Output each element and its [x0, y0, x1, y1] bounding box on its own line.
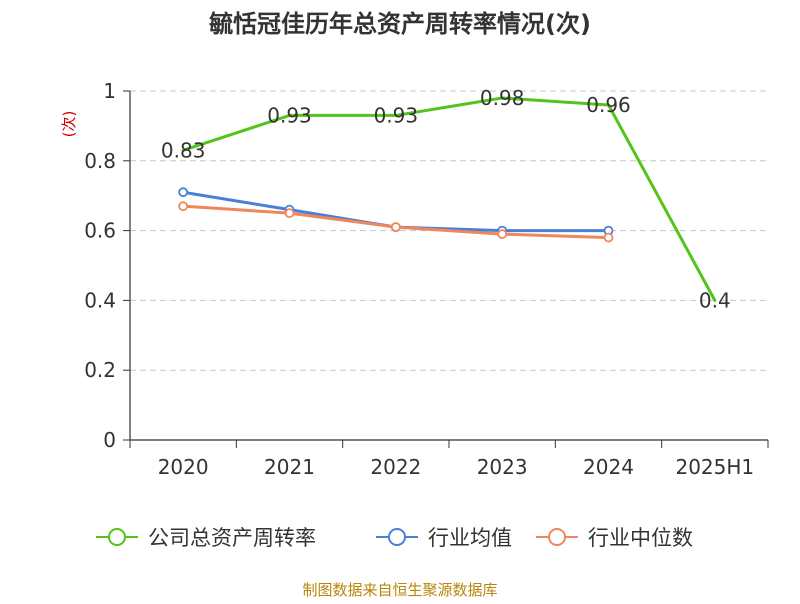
data-label: 0.4: [699, 288, 731, 312]
chart-title: 毓恬冠佳历年总资产周转率情况(次): [209, 10, 591, 38]
legend-marker: [388, 528, 406, 546]
data-label: 0.83: [161, 138, 206, 162]
y-tick-label: 1: [103, 79, 116, 103]
data-point: [390, 222, 401, 233]
y-axis-label: (次): [60, 111, 78, 138]
axes: 0 0.2 0.4 0.6 0.8 1 2020 2021 2022 2023 2024 2025H1: [84, 79, 769, 479]
data-label: 0.93: [267, 103, 312, 127]
y-tick-label: 0.8: [84, 149, 116, 173]
y-tick-label: 0.4: [84, 288, 116, 312]
data-point: [603, 232, 614, 243]
series-line: [181, 96, 717, 302]
legend-label: 公司总资产周转率: [148, 526, 316, 550]
data-labels: 0.83 0.93 0.93 0.98 0.96 0.4: [161, 86, 731, 312]
grid: [130, 90, 768, 371]
x-tick-label: 2023: [477, 455, 528, 479]
data-label: 0.96: [586, 93, 631, 117]
series-line: [181, 204, 610, 240]
legend-marker: [548, 528, 566, 546]
legend-marker: [108, 528, 126, 546]
data-point: [284, 208, 295, 219]
x-tick-label: 2024: [583, 455, 634, 479]
data-point: [178, 187, 189, 198]
data-point: [497, 229, 508, 239]
data-point: [178, 201, 189, 212]
source-note: 制图数据来自恒生聚源数据库: [302, 581, 497, 599]
x-tick-label: 2025H1: [675, 455, 754, 479]
x-tick-label: 2022: [370, 455, 421, 479]
y-tick-label: 0: [103, 428, 116, 452]
data-label: 0.98: [480, 86, 525, 110]
legend: 公司总资产周转率 行业均值 行业中位数: [96, 526, 693, 550]
x-tick-label: 2020: [158, 455, 209, 479]
legend-label: 行业均值: [428, 526, 512, 550]
data-label: 0.93: [374, 103, 419, 127]
x-tick-label: 2021: [264, 455, 315, 479]
y-tick-label: 0.2: [84, 358, 116, 382]
legend-label: 行业中位数: [588, 526, 693, 550]
series: [178, 96, 717, 302]
y-tick-label: 0.6: [84, 219, 116, 243]
